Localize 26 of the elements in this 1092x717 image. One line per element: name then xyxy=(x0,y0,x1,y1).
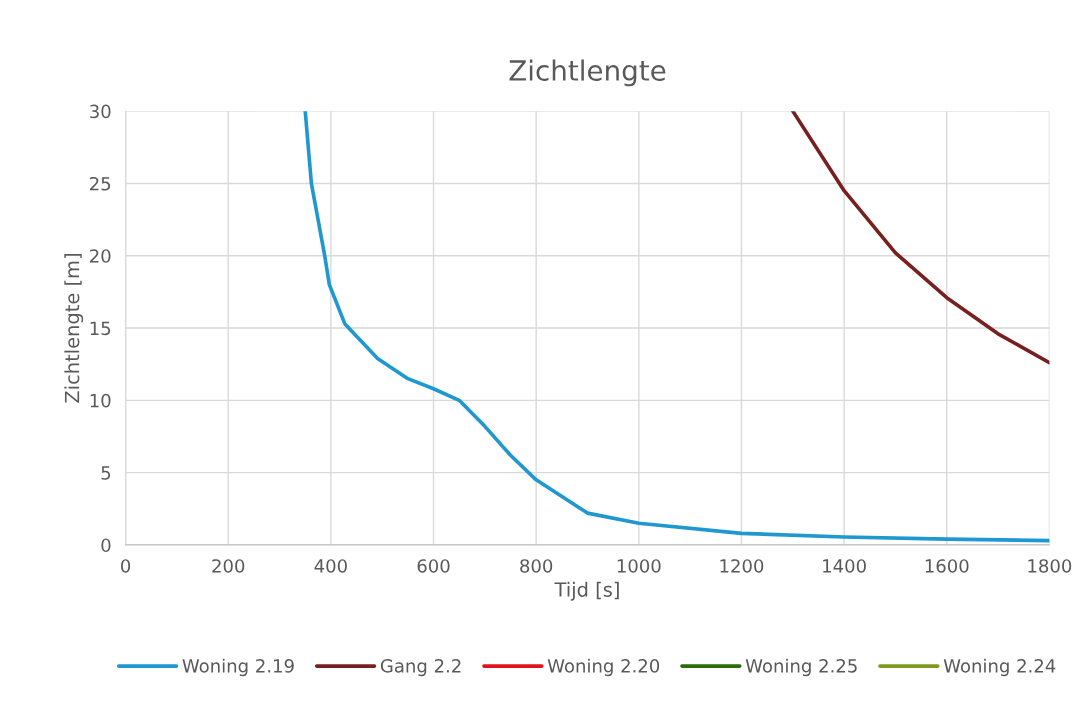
y-tick-label: 30 xyxy=(90,104,111,119)
legend-label: Woning 2.25 xyxy=(745,658,857,677)
x-tick-label: 200 xyxy=(212,559,245,573)
x-tick-label: 1200 xyxy=(720,559,764,573)
x-tick-label: 1600 xyxy=(925,559,969,573)
chart-title: Zichtlengte xyxy=(509,59,666,87)
x-tick-label: 1800 xyxy=(1028,559,1072,573)
x-tick-label: 1400 xyxy=(823,559,866,573)
x-tick-label: 0 xyxy=(121,559,131,573)
y-tick-label: 10 xyxy=(90,393,111,408)
y-tick-label: 25 xyxy=(90,176,111,191)
y-tick-label: 15 xyxy=(90,321,111,336)
x-tick-label: 600 xyxy=(417,559,450,573)
x-tick-label: 800 xyxy=(520,559,553,573)
x-axis-title: Tijd [s] xyxy=(554,581,619,601)
y-axis-title: Zichtlengte [m] xyxy=(64,254,84,403)
x-tick-label: 1000 xyxy=(617,559,661,573)
legend-label: Woning 2.19 xyxy=(182,658,294,677)
line-series xyxy=(790,111,1050,365)
legend-label: Gang 2.2 xyxy=(380,659,461,677)
y-tick-label: 5 xyxy=(101,466,111,480)
y-tick-label: 20 xyxy=(90,249,111,263)
x-tick-label: 400 xyxy=(314,559,347,573)
legend-label: Woning 2.24 xyxy=(943,658,1056,677)
legend-label: Woning 2.20 xyxy=(547,658,660,677)
y-tick-label: 0 xyxy=(101,538,111,553)
